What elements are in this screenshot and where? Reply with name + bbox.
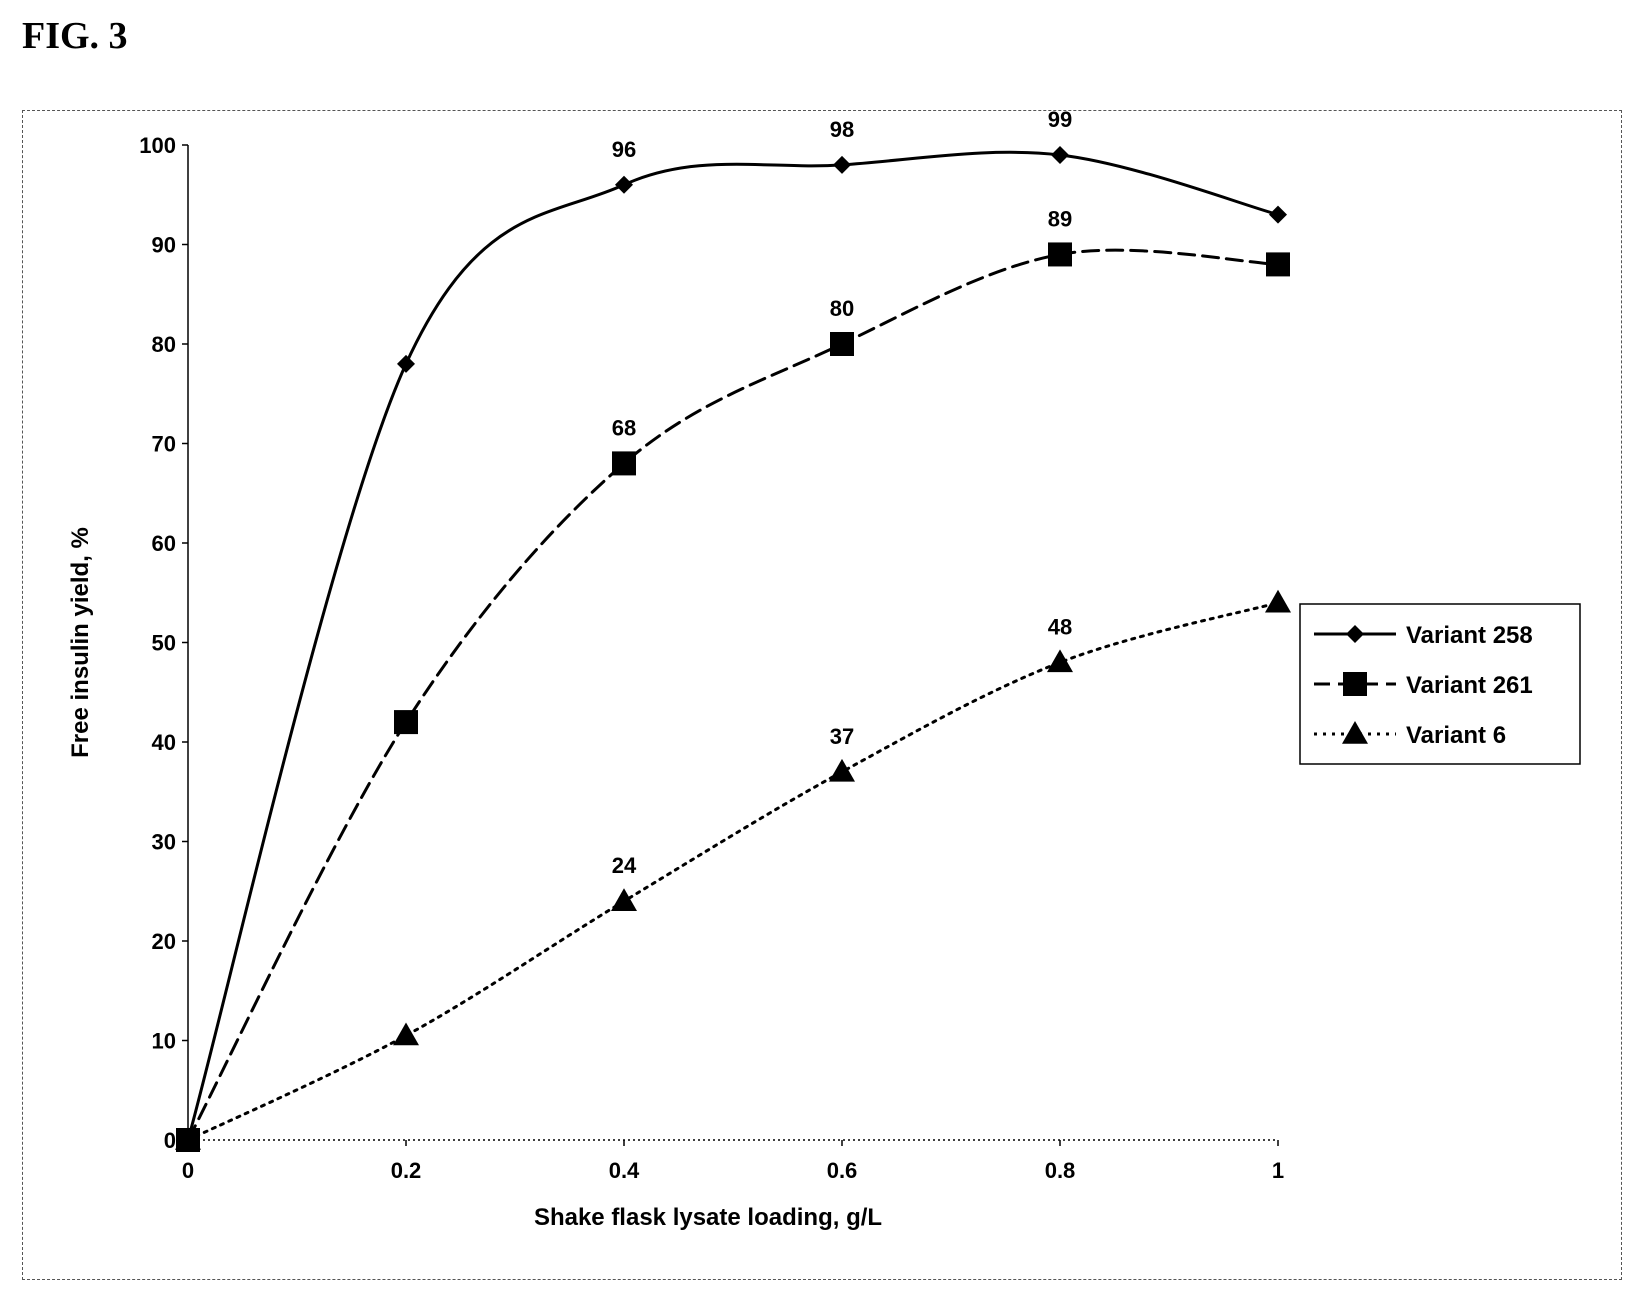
x-tick-label-0.8: 0.8 [1045,1158,1076,1183]
marker-variant-261-4 [1048,242,1072,267]
y-tick-label-70: 70 [152,432,176,457]
series-variant-261 [176,242,1290,1152]
marker-variant-261-2 [612,451,636,476]
legend: Variant 258 Variant 261 Variant 6 [1299,603,1581,765]
y-tick-label-40: 40 [152,730,176,755]
data-label-variant-261-3: 80 [830,296,854,321]
marker-variant-258-3 [833,155,851,174]
marker-variant-6-0 [175,1127,201,1150]
x-tick-label-0.2: 0.2 [391,1158,422,1183]
data-labels-layer: 96 98 99 68 80 89 24 37 48 [612,107,1072,878]
marker-variant-6-1 [393,1022,419,1046]
data-label-variant-258-3: 98 [830,117,854,142]
y-axis-title: Free insulin yield, % [67,527,94,758]
data-label-variant-6-3: 37 [830,724,854,749]
legend-marker-variant-6 [1342,721,1368,744]
y-tick-label-100: 100 [139,133,176,158]
marker-variant-261-5 [1266,252,1290,277]
data-label-variant-258-2: 96 [612,137,636,162]
x-axis-title: Shake flask lysate loading, g/L [534,1204,882,1231]
marker-variant-258-5 [1269,205,1287,224]
x-tick-label-0.6: 0.6 [827,1158,858,1183]
series-layer [175,145,1291,1152]
legend-marker-variant-261 [1343,672,1367,696]
y-tick-label-50: 50 [152,631,176,656]
axes-layer: 0 10 20 30 40 50 60 70 80 90 100 0 0.2 0.4 0.6 0.8 1 Shak… [67,133,1284,1231]
data-label-variant-261-2: 68 [612,415,636,440]
marker-variant-258-1 [397,354,415,373]
y-tick-label-60: 60 [152,531,176,556]
y-tick-label-80: 80 [152,332,176,357]
x-tick-label-0.4: 0.4 [609,1158,640,1183]
y-tick-label-90: 90 [152,233,176,258]
legend-label-variant-261: Variant 261 [1406,672,1533,699]
series-variant-258 [179,145,1287,1149]
marker-variant-261-1 [394,710,418,735]
legend-label-variant-258: Variant 258 [1406,622,1533,649]
chart-frame [22,110,1622,1280]
marker-variant-258-2 [615,175,633,194]
marker-variant-6-3 [829,758,855,782]
marker-variant-6-2 [611,888,637,911]
data-label-variant-258-4: 99 [1048,107,1072,132]
y-tick-label-20: 20 [152,929,176,954]
data-label-variant-261-4: 89 [1048,206,1072,231]
marker-variant-6-4 [1047,649,1073,673]
data-label-variant-6-4: 48 [1048,614,1072,639]
x-tick-label-0: 0 [182,1158,194,1183]
series-variant-6 [175,589,1291,1150]
legend-marker-variant-258 [1346,625,1364,643]
data-label-variant-6-2: 24 [612,853,637,878]
series-line-variant-261 [186,248,1280,1142]
series-line-variant-6 [186,601,1280,1142]
series-line-variant-258 [186,150,1280,1142]
legend-label-variant-6: Variant 6 [1406,722,1506,749]
y-tick-label-0: 0 [164,1128,176,1153]
marker-variant-261-3 [830,332,854,356]
y-tick-label-30: 30 [152,830,176,855]
marker-variant-6-5 [1265,589,1291,613]
x-tick-label-1: 1 [1272,1158,1284,1183]
marker-variant-258-4 [1051,145,1069,164]
figure-label: FIG. 3 [22,15,128,57]
y-tick-label-10: 10 [152,1029,176,1054]
